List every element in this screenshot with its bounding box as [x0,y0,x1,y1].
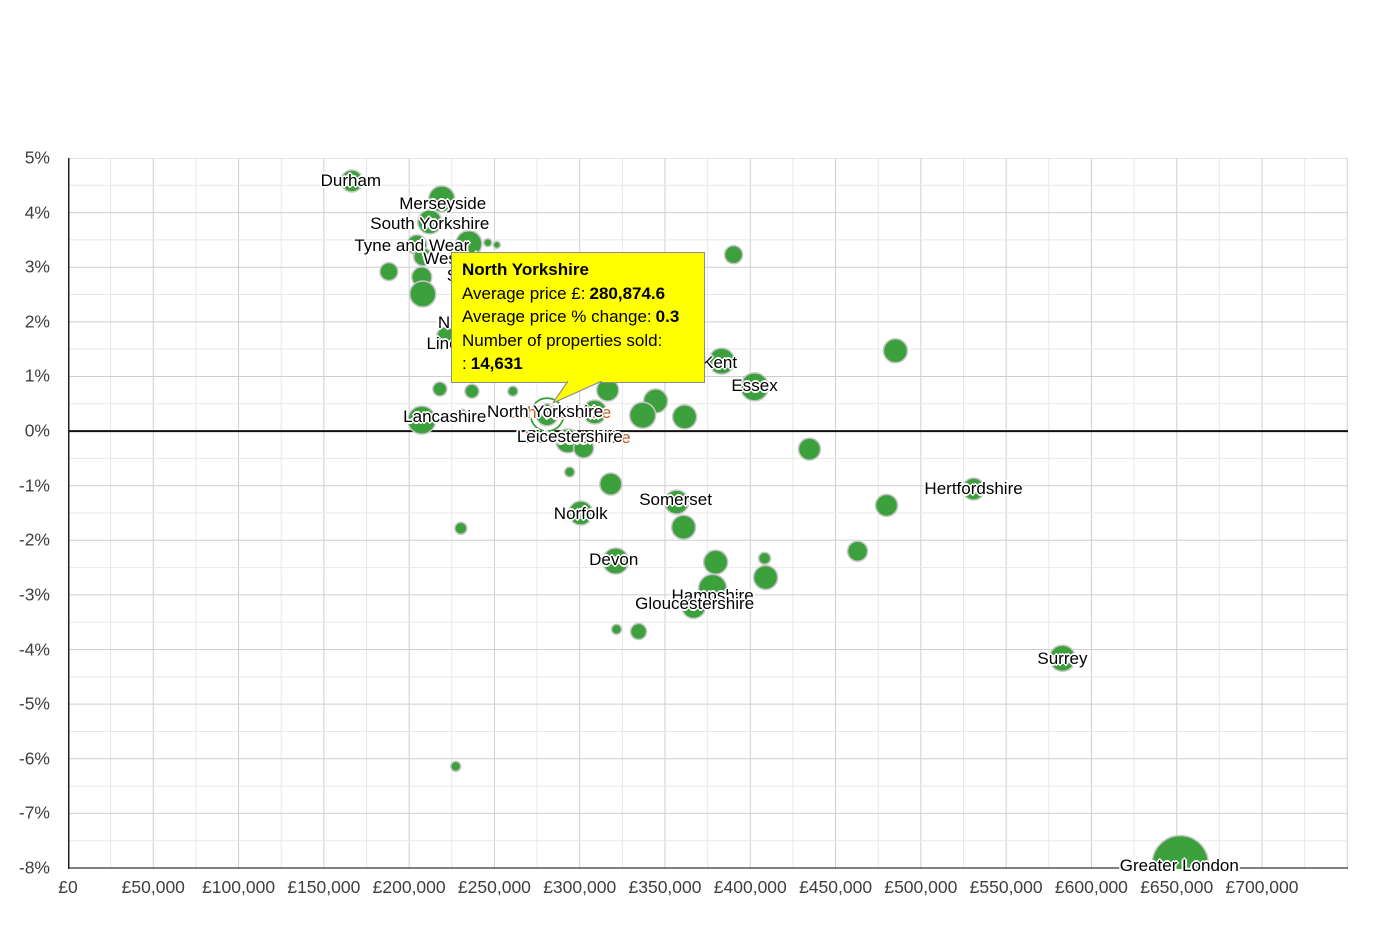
x-axis-tick-14: £700,000 [1225,877,1299,897]
y-axis-tick-2: 3% [24,256,50,277]
x-axis-tick-4: £200,000 [372,877,446,897]
bubble-unlabeled[interactable] [670,514,697,540]
bubble-unlabeled[interactable] [882,338,909,364]
bubble-unlabeled[interactable] [757,551,772,566]
bubble-hertfordshire[interactable] [961,477,986,501]
y-axis-tick-10: -5% [18,693,50,714]
tooltip: North Yorkshire Average price £: 280,874.… [451,252,705,383]
x-axis-tick-13: £650,000 [1140,877,1214,897]
x-axis-tick-10: £500,000 [884,877,958,897]
bubble-north-yorkshire[interactable] [535,402,559,427]
bubble-essex[interactable] [739,372,770,402]
bubble-unlabeled[interactable] [492,240,502,250]
bubble-gloucestershire[interactable] [680,593,707,620]
y-axis-tick-9: -4% [18,639,50,660]
bubble-unlabeled[interactable] [846,540,869,562]
y-axis-tick-4: 1% [24,365,50,386]
bubble-unlabeled[interactable] [610,623,623,636]
y-axis-tick-7: -2% [18,529,50,550]
x-axis-tick-5: £250,000 [457,877,531,897]
x-axis-tick-3: £150,000 [287,877,361,897]
x-axis-tick-0: £0 [58,877,78,897]
bubble-unlabeled[interactable] [628,401,657,429]
x-axis-tick-9: £450,000 [799,877,873,897]
bubble-unlabeled[interactable] [432,381,448,397]
tooltip-sold-label: Number of properties sold: [462,330,663,350]
bubble-unlabeled[interactable] [507,385,519,397]
bubble-lancashire[interactable] [407,405,437,435]
bubble-unlabeled[interactable] [572,437,595,459]
bubble-unlabeled[interactable] [599,472,623,496]
y-axis-tick-11: -6% [18,748,50,769]
x-axis-tick-1: £50,000 [121,877,185,897]
bubble-unlabeled[interactable] [629,622,648,641]
x-axis-tick-2: £100,000 [202,877,276,897]
bubble-south-yorkshire[interactable] [417,209,443,235]
tooltip-avg-price: Average price £: 280,874.6 [462,283,666,303]
y-axis-tick-8: -3% [18,584,50,605]
bubble-devon[interactable] [601,547,630,575]
y-axis-tick-5: 0% [24,420,50,441]
x-axis-tick-8: £400,000 [713,877,787,897]
plot-area [68,158,1348,869]
bubble-surrey[interactable] [1048,644,1077,673]
bubble-unlabeled[interactable] [671,404,698,430]
y-axis-tick-0: 5% [24,147,50,168]
x-axis-tick-7: £350,000 [628,877,702,897]
y-axis-tick-3: 2% [24,311,50,332]
bubble-merseyside[interactable] [427,185,456,213]
bubble-unlabeled[interactable] [702,549,729,575]
x-axis-tick-6: £300,000 [543,877,617,897]
bubble-unlabeled[interactable] [379,261,399,282]
bubble-unlabeled[interactable] [581,399,608,425]
y-axis-tick-1: 4% [24,202,50,223]
bubble-unlabeled[interactable] [454,521,468,536]
bubble-unlabeled[interactable] [464,383,480,399]
y-axis-tick-6: -1% [18,475,50,496]
tooltip-county-name: North Yorkshire [462,260,589,279]
bubble-unlabeled[interactable] [797,437,822,461]
tooltip-sold-value: :14,631 [462,354,523,373]
tooltip-pct-change: Average price % change: 0.3 [462,307,680,326]
bubble-kent[interactable] [707,347,736,375]
bubble-unlabeled[interactable] [563,466,576,478]
bubble-unlabeled[interactable] [483,237,493,248]
x-axis-tick-11: £550,000 [969,877,1043,897]
bubble-unlabeled[interactable] [752,564,779,591]
bubble-unlabeled[interactable] [449,760,462,773]
y-axis-tick-13: -8% [18,857,50,878]
bubble-greater-london[interactable] [1151,834,1210,869]
bubble-durham[interactable] [340,169,364,193]
bubble-unlabeled[interactable] [874,493,899,518]
bubble-somerset[interactable] [663,489,690,515]
y-axis-tick-12: -7% [18,802,50,823]
x-axis-tick-12: £600,000 [1054,877,1128,897]
bubble-unlabeled[interactable] [723,244,744,265]
bubble-west-yorkshire[interactable] [413,247,433,267]
bubble-norfolk[interactable] [567,500,594,526]
bubble-nottinghamshire[interactable] [409,280,437,308]
bubble-unlabeled[interactable] [455,408,468,420]
